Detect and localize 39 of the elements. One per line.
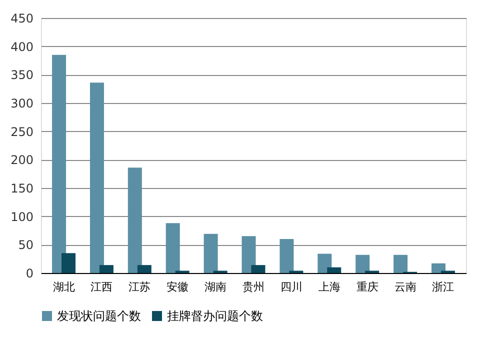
y-tick-label: 300 <box>10 96 34 110</box>
x-tick-label: 江西 <box>90 280 113 294</box>
x-tick-label: 安徽 <box>166 280 189 294</box>
bar <box>99 265 114 273</box>
bar <box>137 265 152 273</box>
y-tick-label: 150 <box>10 182 34 196</box>
bar <box>327 267 342 273</box>
y-tick-label: 200 <box>10 153 34 168</box>
x-tick-label: 江苏 <box>128 280 151 294</box>
y-tick-label: 400 <box>10 40 34 54</box>
bar <box>128 168 142 273</box>
legend-label: 挂牌督办问题个数 <box>167 309 263 323</box>
x-tick-label: 湖北 <box>52 280 75 294</box>
bar <box>394 254 408 273</box>
x-tick-label: 云南 <box>394 280 416 294</box>
bar <box>242 236 256 273</box>
bar <box>62 253 76 273</box>
x-tick-label: 湖南 <box>204 280 227 294</box>
y-tick-label: 100 <box>10 210 34 224</box>
bar <box>166 223 180 273</box>
bar <box>52 54 66 273</box>
x-tick-label: 贵州 <box>242 280 264 294</box>
x-tick-label: 重庆 <box>356 280 378 294</box>
y-tick-label: 450 <box>10 12 34 26</box>
y-tick-label: 0 <box>26 266 34 280</box>
bar <box>356 254 370 273</box>
bar <box>251 265 266 273</box>
bar <box>90 82 104 273</box>
bar <box>204 234 218 273</box>
y-tick-label: 350 <box>10 68 34 82</box>
x-tick-label: 四川 <box>280 280 302 294</box>
bar <box>431 263 446 273</box>
x-tick-label: 上海 <box>318 280 340 294</box>
y-tick-label: 250 <box>10 124 34 139</box>
legend-label: 发现状问题个数 <box>57 309 141 323</box>
bar <box>280 239 294 273</box>
x-tick-label: 浙江 <box>432 280 454 294</box>
y-tick-label: 50 <box>18 238 34 252</box>
bar <box>318 254 332 273</box>
